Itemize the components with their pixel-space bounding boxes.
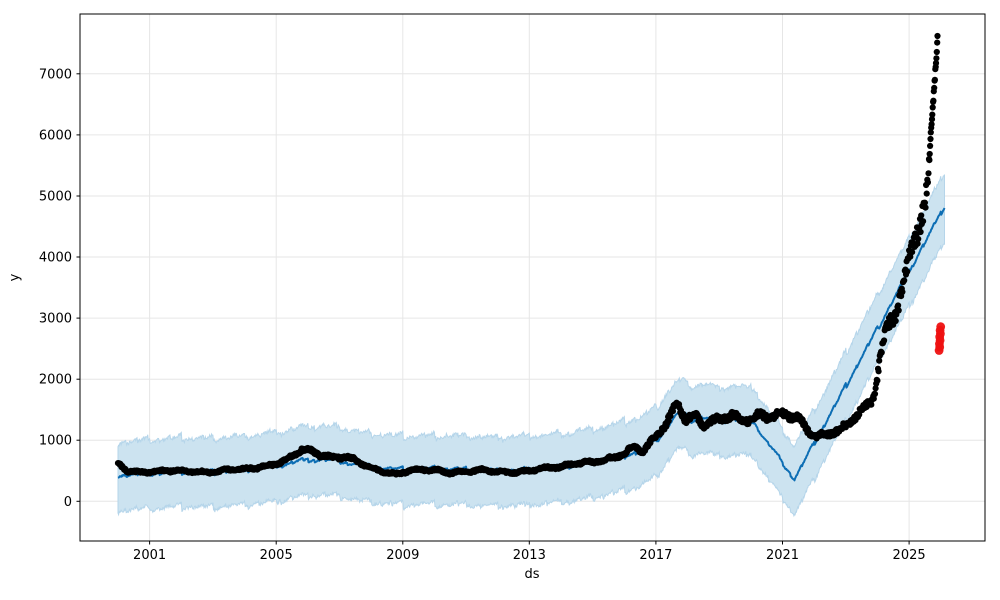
- x-tick-label: 2001: [133, 548, 166, 563]
- x-axis-label: ds: [524, 567, 540, 582]
- y-tick-label: 5000: [39, 190, 72, 205]
- observed-points: [114, 32, 941, 478]
- y-tick-label: 1000: [39, 434, 72, 449]
- x-tick-label: 2017: [639, 548, 672, 563]
- x-tick-label: 2005: [260, 548, 293, 563]
- x-tick-label: 2021: [766, 548, 799, 563]
- x-tick-label: 2013: [513, 548, 546, 563]
- y-tick-label: 4000: [39, 251, 72, 266]
- x-tick-label: 2009: [386, 548, 419, 563]
- y-tick-label: 0: [64, 495, 72, 510]
- confidence-band: [117, 174, 945, 518]
- tick-labels: 2001 2005 2009 2013 2017 2021 2025 0 1000 2000 300…: [39, 67, 926, 563]
- y-tick-label: 3000: [39, 312, 72, 327]
- y-axis-label: y: [7, 273, 23, 282]
- y-tick-label: 7000: [39, 67, 72, 82]
- anomaly-points: [934, 322, 946, 355]
- axis-ticks: [76, 73, 910, 545]
- y-tick-label: 6000: [39, 128, 72, 143]
- y-tick-label: 2000: [39, 373, 72, 388]
- x-tick-label: 2025: [893, 548, 926, 563]
- plot-border: [79, 13, 986, 542]
